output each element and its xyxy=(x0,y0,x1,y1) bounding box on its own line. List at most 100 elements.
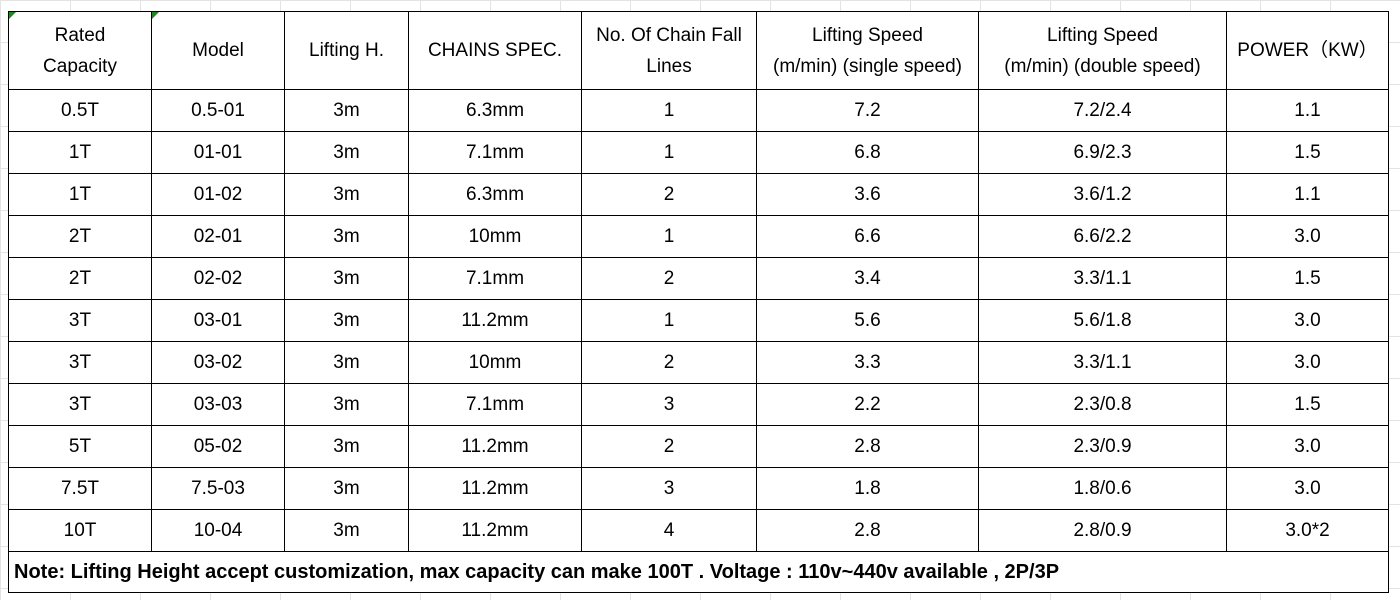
cell-speed-single[interactable]: 2.8 xyxy=(756,425,979,468)
cell-power[interactable]: 3.0 xyxy=(1226,425,1389,468)
cell-power[interactable]: 1.5 xyxy=(1226,257,1389,300)
cell-chain-fall-lines[interactable]: 1 xyxy=(581,131,757,174)
cell-lifting-height[interactable]: 3m xyxy=(284,299,409,342)
cell-speed-double[interactable]: 2.3/0.9 xyxy=(978,425,1227,468)
cell-rated-capacity[interactable]: 3T xyxy=(8,299,152,342)
cell-lifting-height[interactable]: 3m xyxy=(284,257,409,300)
cell-chains-spec[interactable]: 11.2mm xyxy=(408,509,582,552)
cell-model[interactable]: 7.5-03 xyxy=(151,467,285,510)
cell-model[interactable]: 03-03 xyxy=(151,383,285,426)
cell-chains-spec[interactable]: 11.2mm xyxy=(408,299,582,342)
header-speed-double[interactable]: Lifting Speed (m/min) (double speed) xyxy=(978,11,1227,90)
cell-rated-capacity[interactable]: 7.5T xyxy=(8,467,152,510)
cell-speed-single[interactable]: 2.2 xyxy=(756,383,979,426)
cell-chain-fall-lines[interactable]: 2 xyxy=(581,341,757,384)
cell-rated-capacity[interactable]: 5T xyxy=(8,425,152,468)
table-row: 1T 01-02 3m 6.3mm 2 3.6 3.6/1.2 1.1 xyxy=(8,173,1389,216)
cell-speed-single[interactable]: 3.4 xyxy=(756,257,979,300)
cell-speed-double[interactable]: 6.9/2.3 xyxy=(978,131,1227,174)
header-power[interactable]: POWER（KW） xyxy=(1226,11,1389,90)
table-row: 1T 01-01 3m 7.1mm 1 6.8 6.9/2.3 1.5 xyxy=(8,131,1389,174)
cell-speed-single[interactable]: 5.6 xyxy=(756,299,979,342)
header-chains-spec[interactable]: CHAINS SPEC. xyxy=(408,11,582,90)
cell-power[interactable]: 1.1 xyxy=(1226,89,1389,132)
cell-lifting-height[interactable]: 3m xyxy=(284,215,409,258)
cell-chain-fall-lines[interactable]: 1 xyxy=(581,299,757,342)
cell-speed-double[interactable]: 3.3/1.1 xyxy=(978,257,1227,300)
header-rated-capacity[interactable]: Rated Capacity xyxy=(8,11,152,90)
cell-chains-spec[interactable]: 10mm xyxy=(408,215,582,258)
cell-power[interactable]: 3.0*2 xyxy=(1226,509,1389,552)
cell-model[interactable]: 01-02 xyxy=(151,173,285,216)
cell-speed-double[interactable]: 7.2/2.4 xyxy=(978,89,1227,132)
cell-speed-double[interactable]: 1.8/0.6 xyxy=(978,467,1227,510)
cell-speed-double[interactable]: 3.6/1.2 xyxy=(978,173,1227,216)
cell-speed-single[interactable]: 7.2 xyxy=(756,89,979,132)
cell-model[interactable]: 03-01 xyxy=(151,299,285,342)
cell-chains-spec[interactable]: 7.1mm xyxy=(408,257,582,300)
cell-chain-fall-lines[interactable]: 2 xyxy=(581,257,757,300)
cell-speed-single[interactable]: 2.8 xyxy=(756,509,979,552)
cell-chain-fall-lines[interactable]: 2 xyxy=(581,425,757,468)
cell-lifting-height[interactable]: 3m xyxy=(284,89,409,132)
cell-model[interactable]: 0.5-01 xyxy=(151,89,285,132)
cell-lifting-height[interactable]: 3m xyxy=(284,467,409,510)
cell-chain-fall-lines[interactable]: 4 xyxy=(581,509,757,552)
header-model[interactable]: Model xyxy=(151,11,285,90)
cell-lifting-height[interactable]: 3m xyxy=(284,131,409,174)
header-lifting-height[interactable]: Lifting H. xyxy=(284,11,409,90)
cell-model[interactable]: 10-04 xyxy=(151,509,285,552)
note-cell[interactable]: Note: Lifting Height accept customizatio… xyxy=(8,551,1389,593)
header-chain-fall-lines[interactable]: No. Of Chain Fall Lines xyxy=(581,11,757,90)
cell-chains-spec[interactable]: 6.3mm xyxy=(408,173,582,216)
cell-chains-spec[interactable]: 11.2mm xyxy=(408,425,582,468)
cell-speed-double[interactable]: 6.6/2.2 xyxy=(978,215,1227,258)
cell-chains-spec[interactable]: 7.1mm xyxy=(408,131,582,174)
cell-chain-fall-lines[interactable]: 1 xyxy=(581,215,757,258)
cell-speed-double[interactable]: 2.8/0.9 xyxy=(978,509,1227,552)
cell-speed-single[interactable]: 3.6 xyxy=(756,173,979,216)
cell-speed-single[interactable]: 1.8 xyxy=(756,467,979,510)
cell-power[interactable]: 1.1 xyxy=(1226,173,1389,216)
spec-table: Rated Capacity Model Lifting H. CHAINS SPEC.… xyxy=(8,11,1389,593)
cell-model[interactable]: 03-02 xyxy=(151,341,285,384)
cell-lifting-height[interactable]: 3m xyxy=(284,425,409,468)
cell-chain-fall-lines[interactable]: 3 xyxy=(581,467,757,510)
cell-power[interactable]: 3.0 xyxy=(1226,467,1389,510)
cell-power[interactable]: 3.0 xyxy=(1226,299,1389,342)
cell-chains-spec[interactable]: 7.1mm xyxy=(408,383,582,426)
cell-lifting-height[interactable]: 3m xyxy=(284,509,409,552)
cell-chain-fall-lines[interactable]: 2 xyxy=(581,173,757,216)
cell-lifting-height[interactable]: 3m xyxy=(284,173,409,216)
cell-rated-capacity[interactable]: 3T xyxy=(8,383,152,426)
cell-chains-spec[interactable]: 6.3mm xyxy=(408,89,582,132)
cell-power[interactable]: 1.5 xyxy=(1226,383,1389,426)
cell-speed-single[interactable]: 3.3 xyxy=(756,341,979,384)
cell-model[interactable]: 02-02 xyxy=(151,257,285,300)
cell-model[interactable]: 01-01 xyxy=(151,131,285,174)
cell-rated-capacity[interactable]: 2T xyxy=(8,215,152,258)
cell-power[interactable]: 3.0 xyxy=(1226,341,1389,384)
cell-speed-double[interactable]: 2.3/0.8 xyxy=(978,383,1227,426)
cell-speed-double[interactable]: 5.6/1.8 xyxy=(978,299,1227,342)
cell-rated-capacity[interactable]: 3T xyxy=(8,341,152,384)
cell-rated-capacity[interactable]: 0.5T xyxy=(8,89,152,132)
cell-rated-capacity[interactable]: 1T xyxy=(8,131,152,174)
cell-chain-fall-lines[interactable]: 1 xyxy=(581,89,757,132)
cell-chains-spec[interactable]: 10mm xyxy=(408,341,582,384)
cell-model[interactable]: 05-02 xyxy=(151,425,285,468)
cell-rated-capacity[interactable]: 10T xyxy=(8,509,152,552)
cell-lifting-height[interactable]: 3m xyxy=(284,383,409,426)
cell-power[interactable]: 1.5 xyxy=(1226,131,1389,174)
cell-speed-double[interactable]: 3.3/1.1 xyxy=(978,341,1227,384)
cell-power[interactable]: 3.0 xyxy=(1226,215,1389,258)
cell-rated-capacity[interactable]: 2T xyxy=(8,257,152,300)
cell-model[interactable]: 02-01 xyxy=(151,215,285,258)
cell-speed-single[interactable]: 6.6 xyxy=(756,215,979,258)
cell-chain-fall-lines[interactable]: 3 xyxy=(581,383,757,426)
cell-lifting-height[interactable]: 3m xyxy=(284,341,409,384)
cell-rated-capacity[interactable]: 1T xyxy=(8,173,152,216)
cell-chains-spec[interactable]: 11.2mm xyxy=(408,467,582,510)
cell-speed-single[interactable]: 6.8 xyxy=(756,131,979,174)
header-speed-single[interactable]: Lifting Speed (m/min) (single speed) xyxy=(756,11,979,90)
